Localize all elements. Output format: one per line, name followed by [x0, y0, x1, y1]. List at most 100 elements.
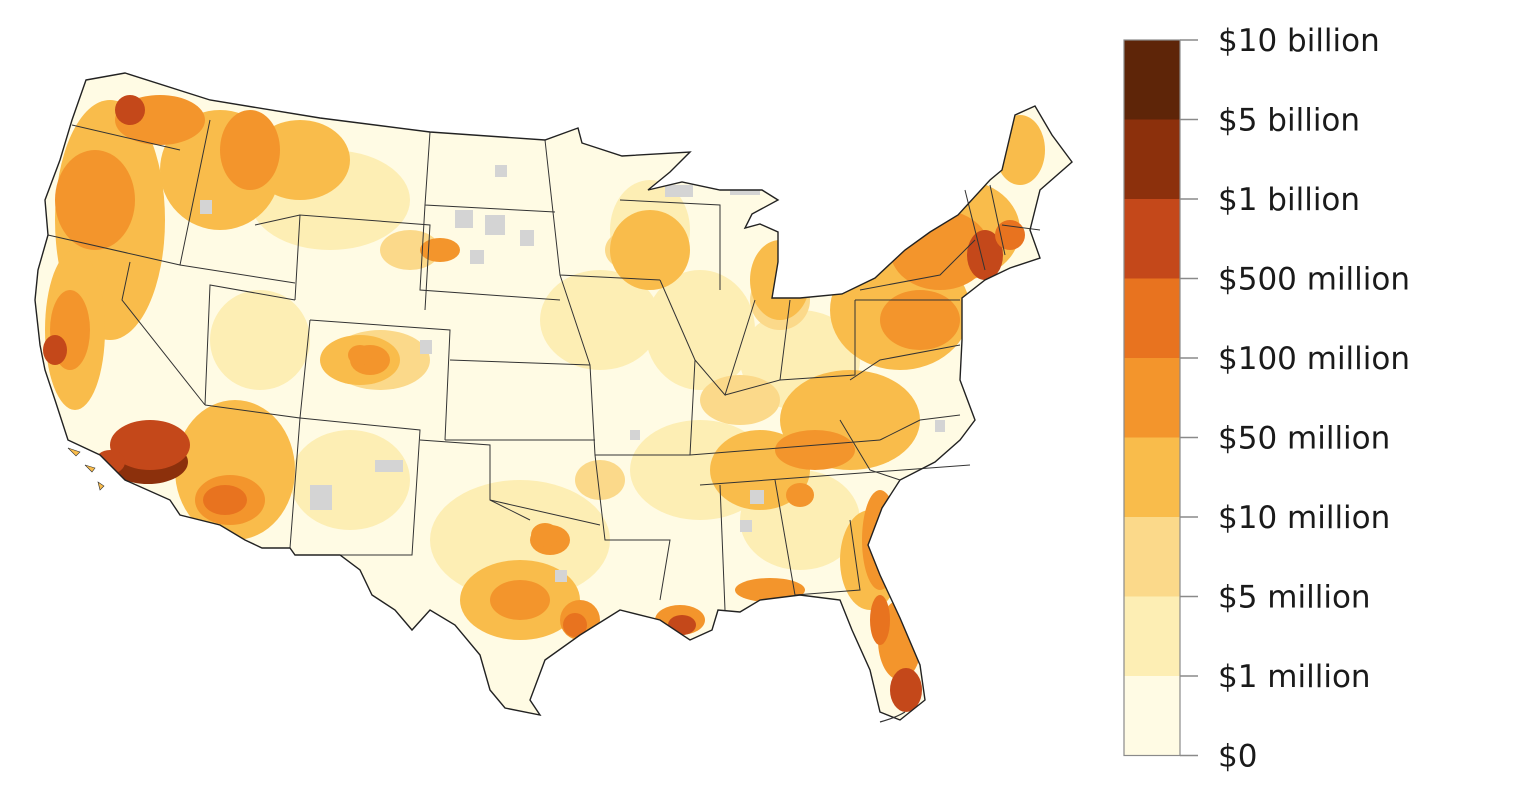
legend-swatch — [1124, 676, 1180, 756]
legend-swatch — [1124, 278, 1180, 359]
county-blotch — [750, 240, 810, 320]
county-blotch — [700, 375, 780, 425]
legend-label: $500 million — [1218, 262, 1410, 298]
county-blotch — [610, 210, 690, 290]
state-border — [204, 284, 296, 406]
legend-swatch — [1124, 437, 1180, 518]
state-border — [1001, 224, 1041, 231]
county-blotch — [490, 580, 550, 620]
state-border — [849, 344, 961, 381]
no-data-county — [200, 200, 212, 214]
no-data-county — [935, 420, 945, 432]
hotspot-new-york-city-area — [967, 230, 1003, 280]
county-blotch — [420, 238, 460, 262]
state-border — [294, 214, 431, 311]
county-blotch — [210, 290, 310, 390]
hotspot-dallas — [531, 523, 559, 547]
hotspot-charleston — [872, 520, 888, 560]
county-blotch — [55, 150, 135, 250]
state-border — [449, 359, 591, 366]
legend-swatch — [1124, 596, 1180, 677]
hotspot-south-florida — [890, 668, 922, 712]
hotspot-southern-california-outer — [110, 420, 190, 470]
state-border — [419, 204, 561, 301]
no-data-county — [630, 430, 640, 440]
legend-label: $0 — [1218, 739, 1257, 775]
hotspot-denver — [348, 345, 372, 365]
county-blotch — [380, 230, 440, 270]
hotspot-gulf-coast-florida — [870, 595, 890, 645]
islands — [67, 447, 906, 723]
hotspot-boston-area — [995, 220, 1025, 250]
hotspot-new-orleans — [668, 615, 696, 635]
state-border — [254, 214, 301, 226]
hotspot-blotches — [43, 95, 1025, 712]
state-border — [289, 417, 301, 549]
legend-swatch — [1124, 358, 1180, 438]
legend-colorbar: $10 billion $5 billion $1 billion $500 mill… — [1123, 23, 1410, 775]
county-blotch — [540, 270, 660, 370]
legend-label: $50 million — [1218, 421, 1390, 457]
county-blotch — [880, 290, 960, 350]
state-border — [779, 300, 856, 381]
legend-label: $10 million — [1218, 500, 1390, 536]
no-data-county — [470, 250, 484, 264]
no-data-county — [740, 520, 752, 532]
no-data-county — [520, 230, 534, 246]
state-border — [619, 199, 721, 290]
choropleth-map — [34, 72, 1073, 723]
state-border — [419, 439, 601, 526]
state-border — [309, 319, 451, 441]
state-border — [594, 454, 671, 601]
island — [879, 711, 906, 723]
legend-swatch — [1124, 40, 1180, 120]
legend-swatch — [1124, 517, 1180, 597]
county-blotch — [575, 460, 625, 500]
legend: $10 billion $5 billion $1 billion $500 mill… — [1110, 20, 1510, 780]
hotspot-san-francisco-bay — [43, 335, 67, 365]
state-border — [179, 264, 296, 284]
legend-label: $5 billion — [1218, 103, 1360, 139]
state-border — [699, 464, 971, 486]
legend-label: $1 million — [1218, 659, 1371, 695]
state-border — [121, 261, 206, 406]
legend-label: $1 billion — [1218, 182, 1360, 218]
state-border — [719, 484, 726, 611]
state-border — [559, 274, 690, 456]
island — [67, 447, 81, 457]
no-data-county — [495, 165, 507, 177]
hotspot-phoenix — [203, 485, 247, 515]
state-border — [879, 414, 961, 441]
state-border — [774, 479, 796, 596]
hotspot-seattle-area — [115, 95, 145, 125]
island — [84, 464, 96, 473]
hotspot-houston — [563, 613, 587, 637]
state-border — [489, 499, 531, 521]
legend-swatch — [1124, 119, 1180, 200]
state-border — [859, 239, 976, 291]
no-data-county — [750, 490, 764, 504]
county-blotch — [290, 430, 410, 530]
no-data-county — [665, 185, 693, 197]
legend-frame — [1123, 39, 1181, 757]
county-blotch — [775, 430, 855, 470]
legend-label: $10 billion — [1218, 23, 1380, 59]
county-blotch — [645, 270, 755, 390]
hotspot-atlanta — [786, 483, 814, 507]
no-data-county — [420, 340, 432, 354]
legend-label: $5 million — [1218, 580, 1371, 616]
no-data-county — [485, 215, 505, 235]
state-border — [794, 519, 861, 596]
state-border — [839, 419, 901, 481]
legend-swatch — [1124, 199, 1180, 279]
legend-label: $100 million — [1218, 341, 1410, 377]
no-data-county — [555, 570, 567, 582]
county-blotch — [995, 115, 1045, 185]
county-blotch — [220, 110, 280, 190]
no-data-county — [455, 210, 473, 228]
island — [97, 481, 105, 491]
state-border — [689, 439, 881, 456]
state-border — [295, 417, 421, 556]
no-data-county — [310, 485, 332, 510]
no-data-county — [375, 460, 403, 472]
